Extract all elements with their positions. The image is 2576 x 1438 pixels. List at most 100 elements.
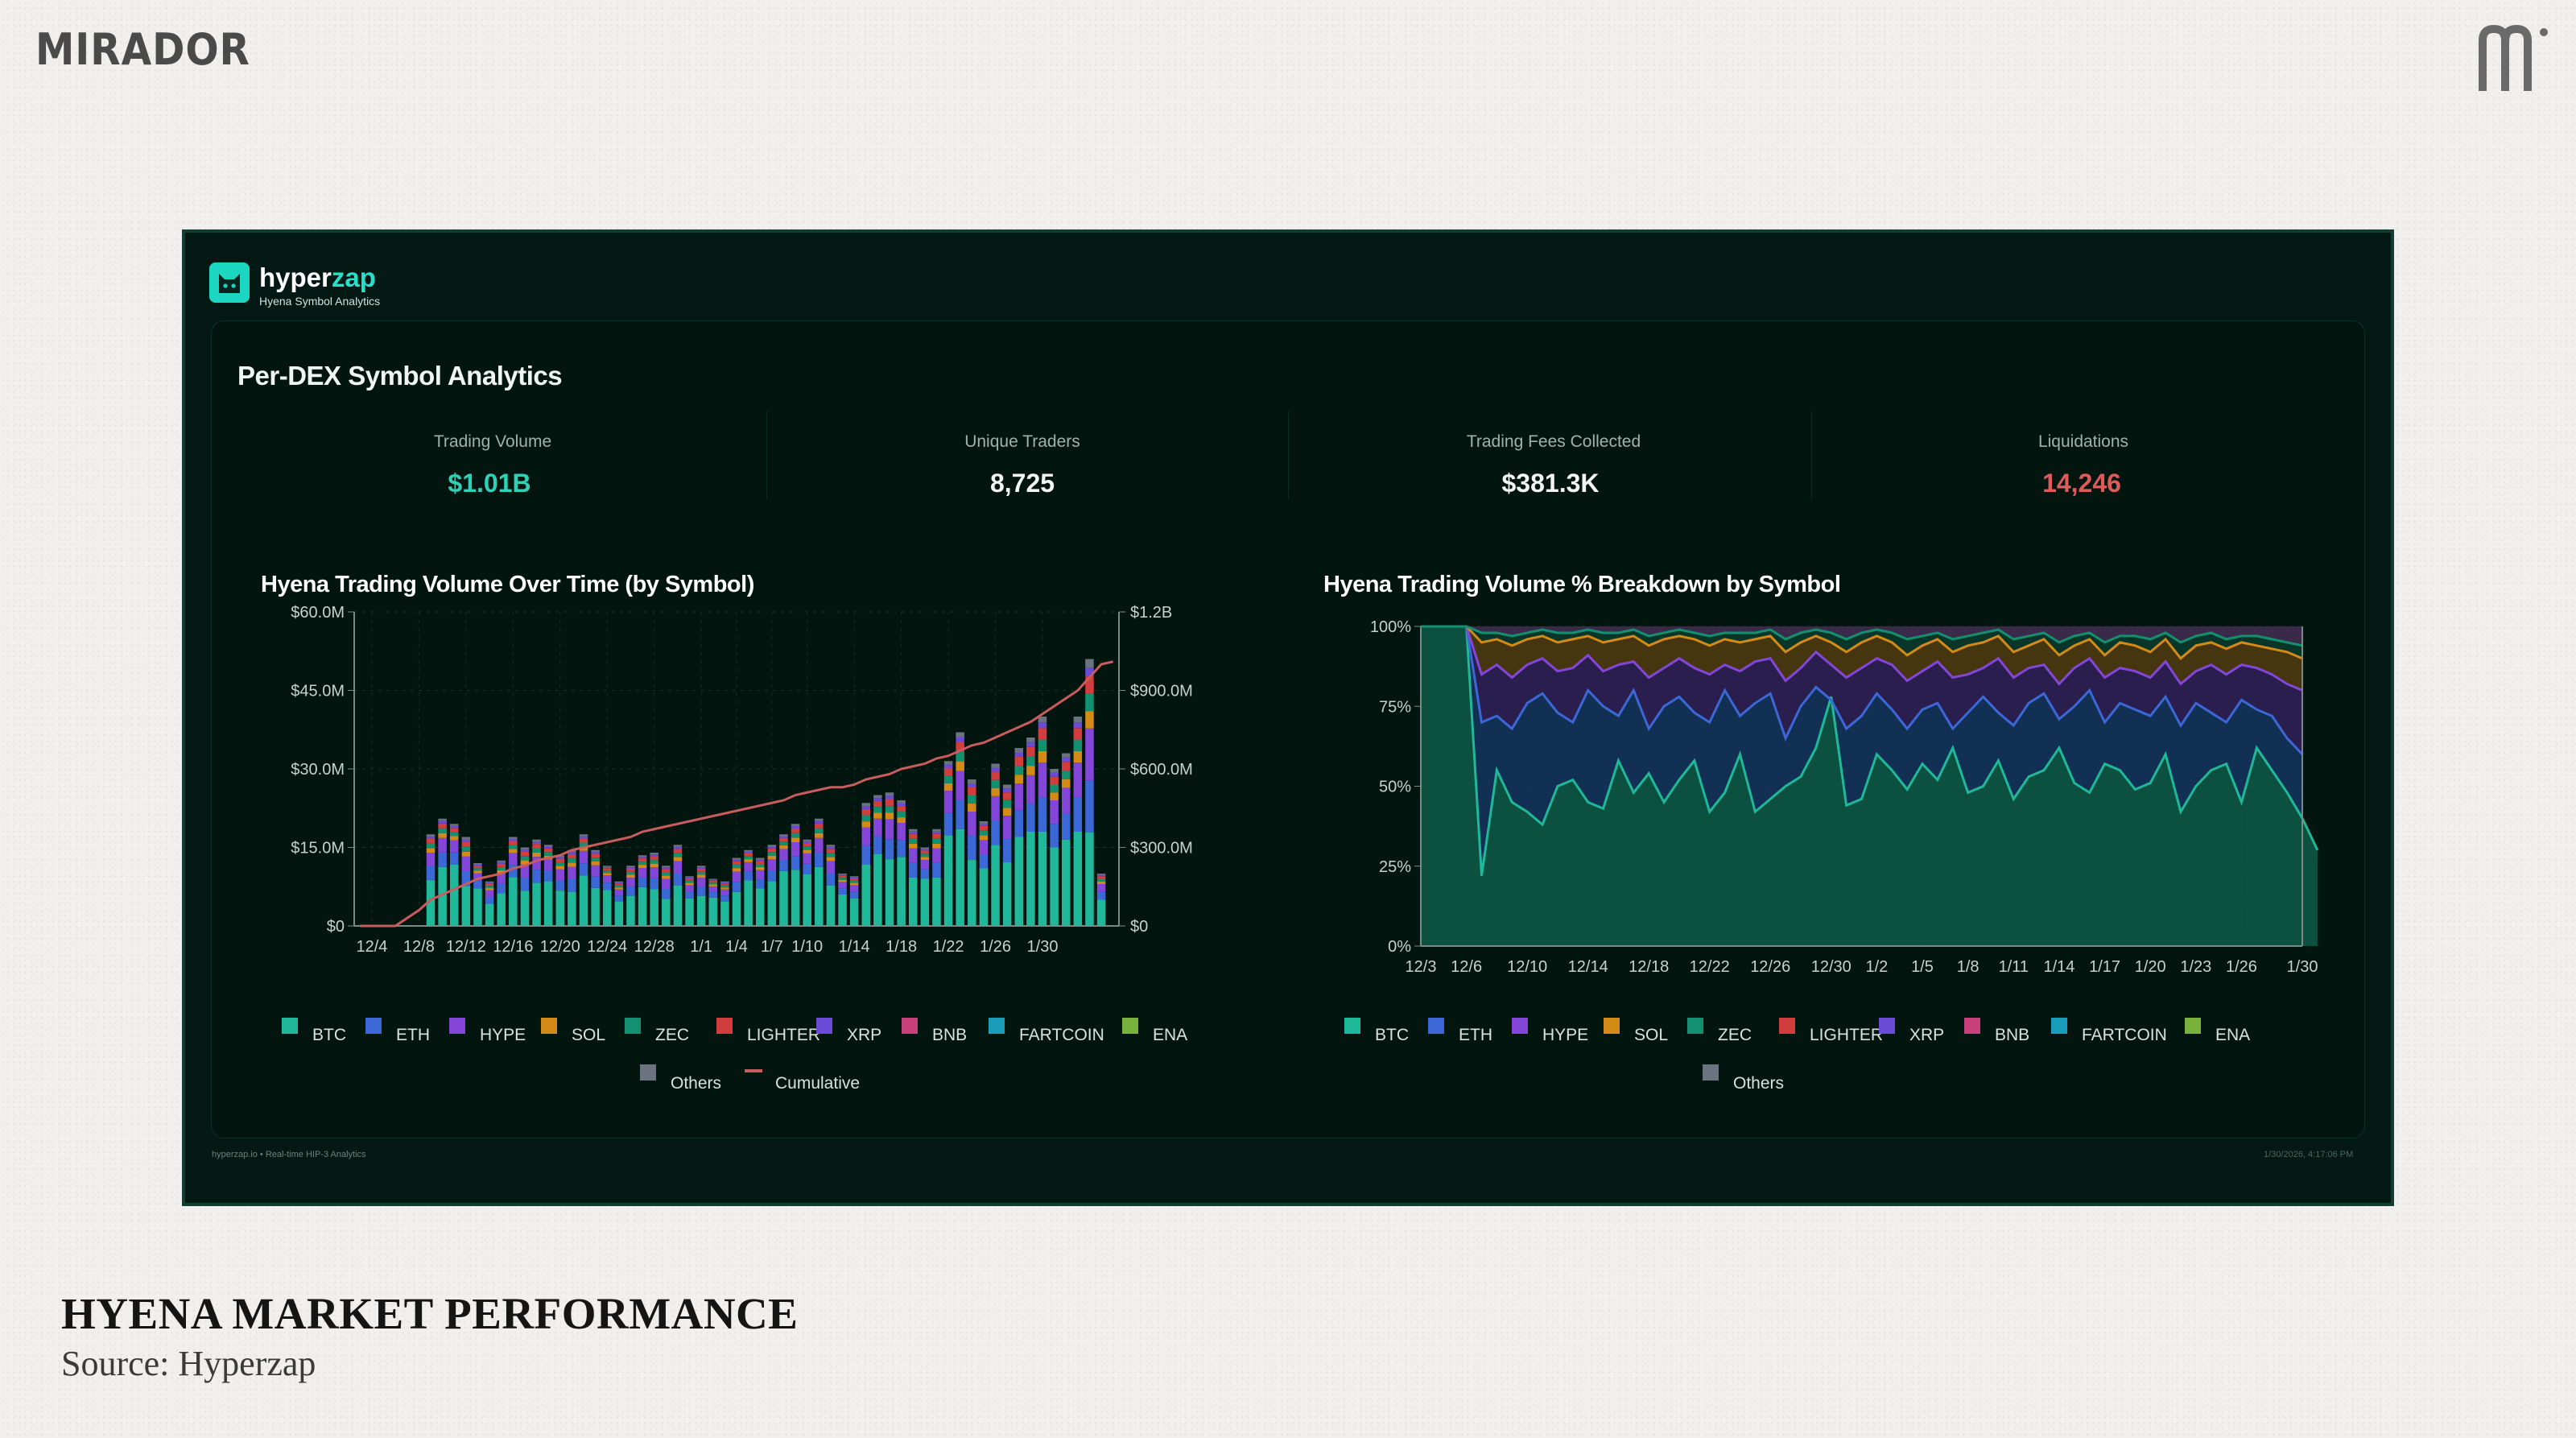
- bar-segment-sol: [662, 875, 671, 879]
- bar-segment-eth: [873, 836, 882, 854]
- bar-segment-btc: [1014, 837, 1024, 926]
- bar-segment-xrp: [720, 882, 729, 884]
- bar-segment-hype: [861, 827, 871, 846]
- bar-segment-others: [755, 857, 765, 860]
- bar-segment-hype: [991, 795, 1000, 821]
- bar-segment-hype: [497, 874, 506, 884]
- brand-monogram-icon: [2479, 24, 2548, 91]
- bar-segment-lighter: [1026, 746, 1035, 757]
- bar-segment-xrp: [968, 783, 976, 788]
- bar-segment-zec: [497, 866, 506, 870]
- bar-segment-sol: [979, 835, 989, 841]
- metric-value-unique-traders: 8,725: [989, 469, 1055, 498]
- bar-segment-eth: [1038, 797, 1047, 832]
- bar-segment-zec: [685, 880, 694, 883]
- bar-segment-xrp: [543, 846, 553, 849]
- bar-segment-sol: [485, 888, 494, 890]
- bar-segment-others: [1085, 659, 1094, 668]
- bar-segment-hype: [943, 791, 953, 813]
- bar-segment-others: [885, 792, 894, 796]
- bar-segment-others: [956, 732, 964, 738]
- metric-value-trading-volume: $1.01B: [448, 469, 531, 498]
- bar-segment-sol: [908, 843, 918, 849]
- bar-segment-lighter: [861, 808, 871, 816]
- bar-segment-btc: [497, 893, 506, 926]
- bar-segment-others: [779, 834, 788, 837]
- bar-segment-xrp: [755, 859, 765, 862]
- area-chart-title: Hyena Trading Volume % Breakdown by Symb…: [1323, 572, 1841, 597]
- bar-segment-zec: [1096, 878, 1106, 882]
- bar-segment-lighter: [932, 833, 941, 839]
- bar-segment-others: [449, 824, 459, 826]
- bar-segment-sol: [1038, 750, 1047, 763]
- bar-segment-hype: [1085, 728, 1094, 781]
- bar-segment-sol: [732, 868, 741, 872]
- bar-segment-others: [849, 876, 859, 878]
- bar-segment-lighter: [591, 853, 600, 858]
- bar-segment-btc: [744, 880, 753, 926]
- bar-segment-lighter: [543, 848, 553, 853]
- bar-segment-xrp: [767, 846, 777, 849]
- bar-segment-hype: [638, 868, 647, 878]
- bar-segment-lighter: [568, 853, 576, 859]
- bar-segment-lighter: [1014, 757, 1024, 767]
- legend-label-fartcoin: FARTCOIN: [1019, 1026, 1104, 1044]
- bar-segment-btc: [979, 868, 989, 926]
- bar-segment-xrp: [1038, 722, 1047, 729]
- bar-segment-zec: [696, 871, 706, 875]
- metric-divider: [1288, 411, 1289, 499]
- bar-segment-hype: [614, 889, 624, 896]
- bar-segment-others: [826, 845, 836, 847]
- bar-segment-btc: [897, 857, 906, 926]
- bar-segment-btc: [755, 888, 765, 926]
- bar-segment-btc: [543, 881, 553, 926]
- legend-swatch-bnb: [1964, 1018, 1980, 1034]
- bar-segment-sol: [932, 843, 941, 849]
- bar-segment-btc: [438, 866, 447, 926]
- bar-segment-others: [767, 845, 777, 847]
- bar-segment-sol: [744, 859, 753, 862]
- y-tick-label: 50%: [1379, 779, 1411, 796]
- bar-segment-zec: [1038, 739, 1047, 751]
- share-area-chart: 0% 25% 50% 75% 100% 12/3 12/6 12/10 12/14 12/18 12…: [1370, 618, 2319, 976]
- bar-segment-btc: [1050, 847, 1059, 926]
- bar-segment-eth: [461, 871, 471, 886]
- bar-segment-others: [579, 834, 588, 837]
- bar-segment-lighter: [614, 883, 624, 886]
- bar-segment-xrp: [497, 862, 506, 864]
- bar-segment-xrp: [956, 737, 964, 742]
- bar-segment-eth: [662, 889, 671, 899]
- metric-divider: [766, 411, 767, 499]
- bar-segment-xrp: [920, 849, 930, 851]
- bar-segment-others: [861, 803, 871, 807]
- bar-segment-sol: [815, 833, 824, 838]
- bar-segment-lighter: [579, 838, 588, 843]
- bar-segment-btc: [803, 874, 811, 926]
- bar-segment-zec: [1085, 693, 1094, 712]
- bar-segment-sol: [650, 863, 658, 868]
- bar-segment-eth: [767, 870, 777, 882]
- x-tick-label: 12/8: [403, 938, 435, 956]
- bar-segment-eth: [591, 876, 600, 888]
- bar-segment-hype: [920, 860, 930, 870]
- bar-segment-sol: [1096, 881, 1106, 884]
- bar-segment-hype: [838, 882, 847, 889]
- bar-segment-eth: [449, 852, 459, 865]
- bar-segment-eth: [779, 860, 788, 871]
- bar-segment-others: [991, 763, 1000, 768]
- bar-segment-hype: [779, 849, 788, 861]
- bar-segment-xrp: [520, 849, 530, 852]
- bar-segment-sol: [568, 862, 576, 867]
- x-tick-label: 12/22: [1690, 958, 1730, 976]
- legend-swatch-ena: [2185, 1018, 2201, 1034]
- bar-segment-hype: [1026, 775, 1035, 804]
- bar-segment-sol: [943, 783, 953, 791]
- bar-segment-hype: [685, 885, 694, 892]
- series-line-sol: [1421, 625, 2303, 660]
- bar-segment-xrp: [991, 767, 1000, 772]
- bar-segment-hype: [708, 886, 718, 892]
- bar-segment-xrp: [708, 879, 718, 881]
- bar-segment-zec: [1050, 784, 1059, 793]
- bar-segment-zec: [1073, 739, 1083, 751]
- bar-segment-sol: [861, 821, 871, 828]
